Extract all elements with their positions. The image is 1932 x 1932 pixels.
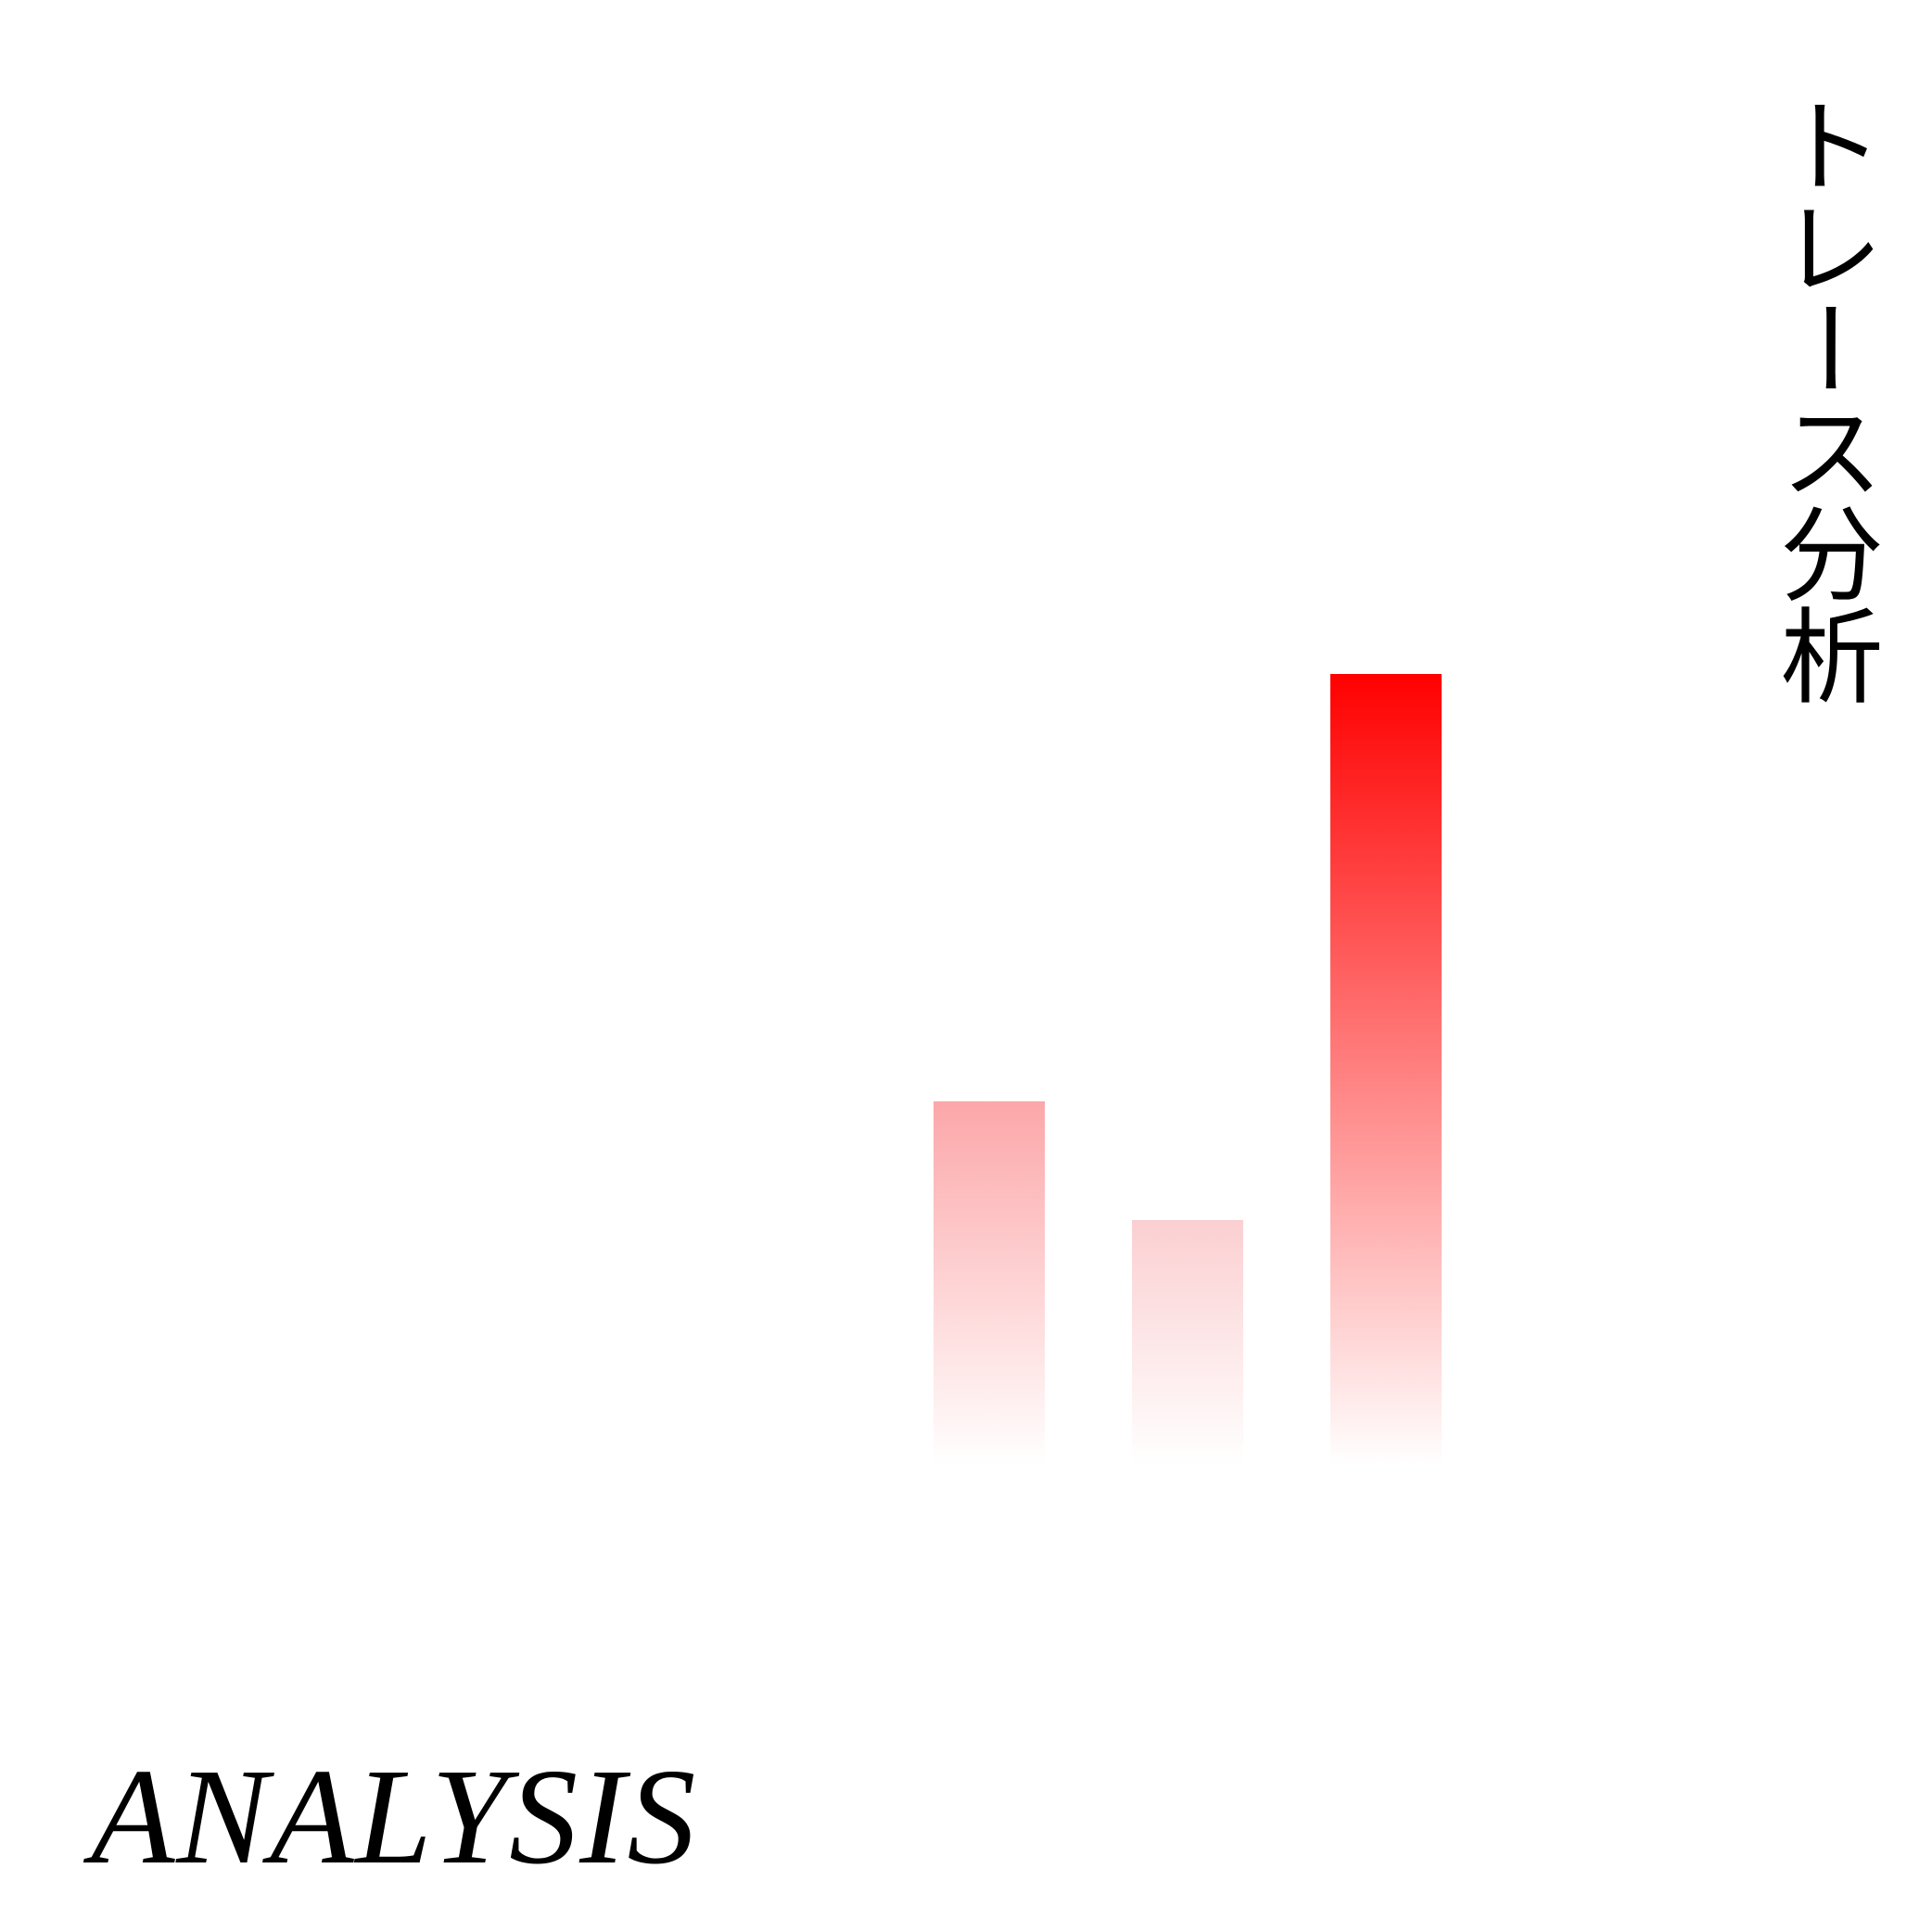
bottom-title: ANALYSIS [91, 1741, 698, 1893]
bar-3 [1330, 674, 1442, 1465]
bar-2 [1132, 1220, 1243, 1465]
vertical-title: トレース分析 [1762, 93, 1883, 705]
bar-1 [934, 1101, 1045, 1465]
